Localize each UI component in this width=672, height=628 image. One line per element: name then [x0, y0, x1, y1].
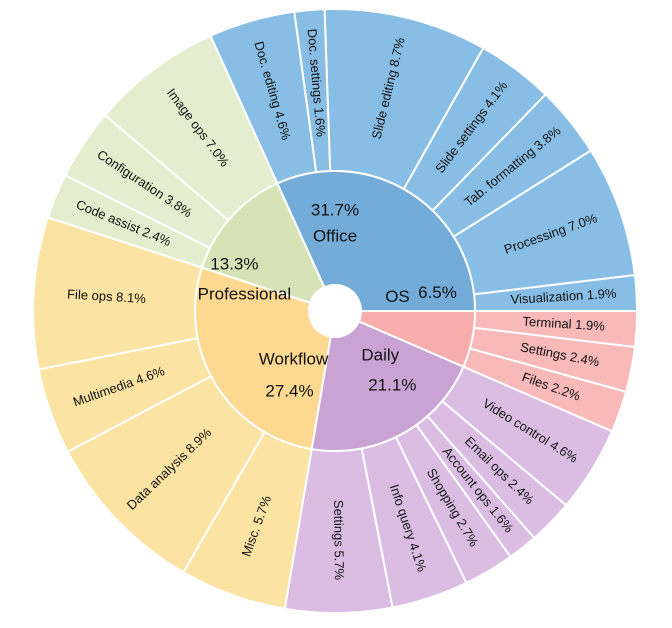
- category-wedge-workflow: [194, 266, 332, 451]
- leaf-label-workflow-file-ops: File ops 8.1%: [67, 286, 147, 306]
- category-wedge-daily: [310, 320, 465, 452]
- category-pct-daily: 21.1%: [368, 375, 416, 394]
- category-label-office: Office: [313, 226, 357, 245]
- inner-ring: [194, 170, 477, 452]
- leaf-label-daily-settings: Settings 5.7%: [331, 500, 347, 581]
- category-label-os: OS: [385, 287, 410, 306]
- category-label-professional: Professional: [198, 285, 292, 304]
- outer-ring: [32, 8, 639, 614]
- category-pct-os: 6.5%: [418, 283, 457, 302]
- category-wedge-office: [275, 170, 477, 312]
- category-label-workflow: Workflow: [259, 349, 329, 368]
- category-pct-professional: 13.3%: [210, 255, 258, 274]
- category-wedge-os: [357, 310, 477, 369]
- category-pct-office: 31.7%: [311, 200, 359, 219]
- category-label-daily: Daily: [361, 345, 399, 364]
- category-pct-workflow: 27.4%: [265, 381, 313, 400]
- leaf-label-os-terminal: Terminal 1.9%: [522, 314, 606, 334]
- category-wedge-professional: [200, 182, 326, 305]
- center-hole: [311, 287, 359, 335]
- leaf-label-office-visualization: Visualization 1.9%: [510, 286, 617, 307]
